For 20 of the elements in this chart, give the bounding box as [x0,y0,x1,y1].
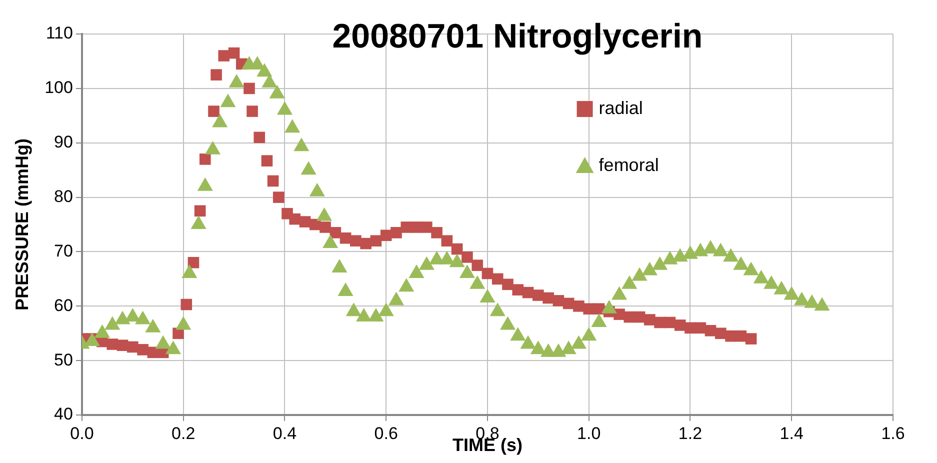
y-tick-label: 80 [54,186,73,206]
y-tick-label: 60 [54,296,73,315]
x-tick-label: 1.2 [678,424,702,443]
chart-title: 20080701 Nitroglycerin [332,17,703,56]
x-tick-label: 1.0 [577,424,601,443]
x-tick-label: 0.0 [70,424,94,443]
x-tick-label: 0.2 [172,424,196,443]
x-tick-label: 1.4 [780,424,804,443]
y-axis-title: PRESSURE (mmHg) [12,138,32,311]
legend-label: femoral [598,154,659,175]
y-tick-label: 50 [54,350,73,370]
y-tick-label: 40 [54,404,73,424]
x-tick-label: 0.6 [374,424,398,443]
y-tick-label: 110 [46,24,73,43]
y-tick-label: 70 [54,241,73,260]
legend-label: radial [598,98,643,118]
x-tick-label: 1.6 [881,424,905,443]
y-tick-label: 90 [54,132,73,152]
y-tick-label: 100 [44,78,73,98]
x-tick-label: 0.4 [272,424,297,443]
